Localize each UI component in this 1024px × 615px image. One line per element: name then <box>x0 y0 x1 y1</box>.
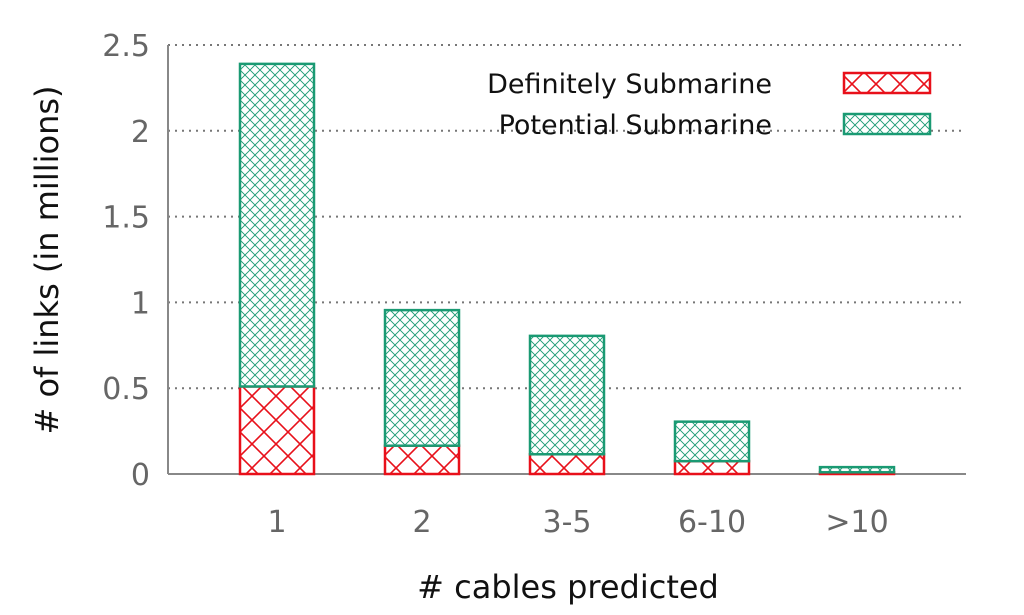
bar-potential-submarine-3 <box>673 420 751 463</box>
y-tick-label: 1.5 <box>102 201 150 236</box>
bar-potential-submarine-1 <box>383 308 461 447</box>
y-axis-title: # of links (in millions) <box>28 85 66 434</box>
x-tick-label: 1 <box>267 505 286 540</box>
legend-swatch <box>842 71 932 95</box>
x-tick-label: 2 <box>412 505 431 540</box>
bar-definitely-submarine-1 <box>383 444 461 476</box>
legend-swatch <box>842 112 932 136</box>
x-tick-label: 3-5 <box>543 505 592 540</box>
bar-potential-submarine-2 <box>528 334 606 456</box>
legend-label: Potential Submarine <box>499 110 772 141</box>
y-tick-label: 0.5 <box>102 372 150 407</box>
x-tick-label: 6-10 <box>678 505 746 540</box>
bar-potential-submarine-0 <box>238 62 316 388</box>
y-tick-label: 1 <box>131 286 150 321</box>
bar-definitely-submarine-3 <box>673 459 751 476</box>
y-tick-label: 2.5 <box>102 29 150 64</box>
bar-definitely-submarine-2 <box>528 453 606 476</box>
tick-labels: 0 0.5 1 1.5 2 2.5 1 2 3-5 6-10 >10 <box>102 29 888 540</box>
x-axis-title: # cables predicted <box>417 568 719 606</box>
bar-definitely-submarine-0 <box>238 385 316 476</box>
y-tick-label: 2 <box>131 115 150 150</box>
y-tick-label: 0 <box>131 458 150 493</box>
bar-potential-submarine-4 <box>818 465 896 474</box>
x-tick-label: >10 <box>825 505 888 540</box>
legend-label: Definitely Submarine <box>487 69 772 100</box>
legend: Definitely Submarine Potential Submarine <box>487 69 932 141</box>
bars <box>238 62 896 476</box>
